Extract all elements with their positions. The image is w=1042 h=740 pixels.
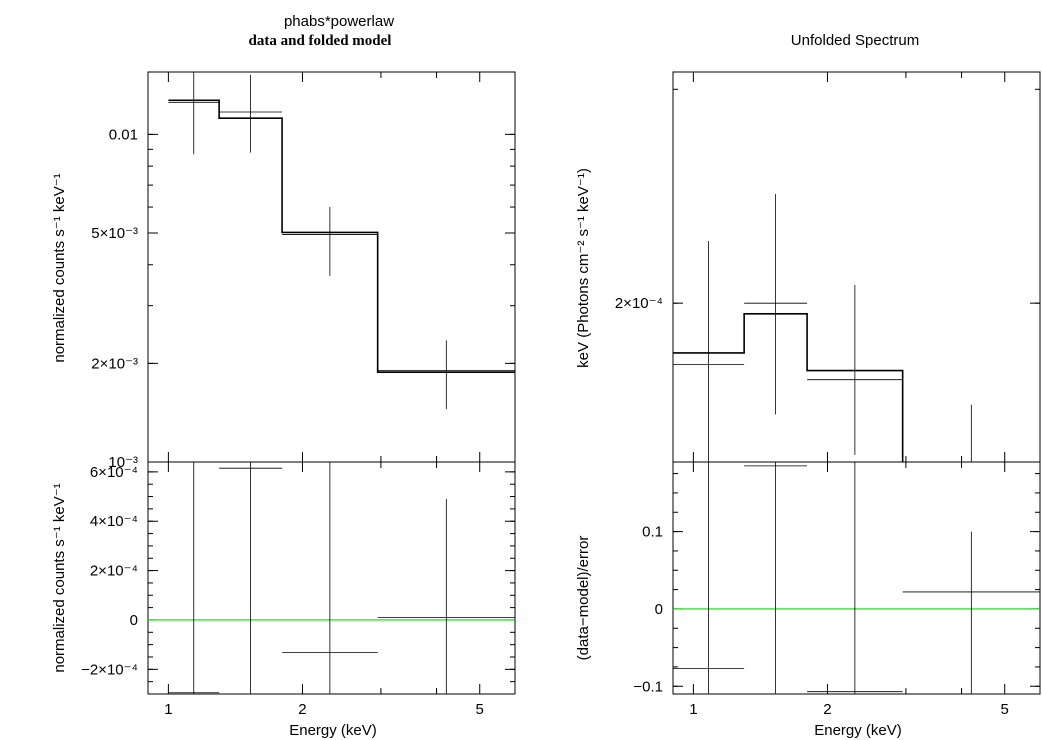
right-bottom-data-point	[902, 531, 1040, 694]
left-bottom-ylabel: normalized counts s⁻¹ keV⁻¹	[51, 483, 68, 672]
plot-panels: 0.01 5×10⁻³ 2×10⁻³ 10⁻³ 1 2 5 6×10⁻⁴ 4×10⁻⁴ 2×10⁻…	[81, 71, 1041, 718]
right-bottom-data-point	[744, 462, 808, 694]
left-top-data-point	[168, 72, 220, 155]
left-bottom-plot-area	[148, 462, 515, 694]
right-bottom-frame	[672, 461, 1041, 695]
right-top-data-point	[744, 193, 808, 415]
right-bottom-ytick-label: 0.1	[642, 524, 663, 541]
left-bottom-ytick-label: 2×10⁻⁴	[90, 563, 138, 580]
left-bottom-data-point	[219, 462, 283, 694]
right-bottom-xtick-label: 1	[689, 701, 697, 718]
right-top-ylabel: keV (Photons cm⁻² s⁻¹ keV⁻¹)	[575, 168, 592, 368]
left-bottom-ytick-label: −2×10⁻⁴	[81, 661, 138, 678]
left-top-panel: 0.01 5×10⁻³ 2×10⁻³ 10⁻³	[91, 71, 516, 471]
right-xlabel: Energy (keV)	[814, 722, 902, 739]
left-bottom-data-point	[282, 462, 378, 694]
left-bottom-data-point	[168, 462, 220, 694]
right-bottom-xtick-label: 5	[1001, 701, 1009, 718]
right-bottom-ytick-label: 0	[655, 601, 663, 618]
left-top-frame	[147, 71, 516, 463]
right-top-panel: 2×10⁻⁴	[615, 71, 1041, 463]
left-bottom-panel: 1 2 5 6×10⁻⁴ 4×10⁻⁴ 2×10⁻⁴ 0 −2×10⁻⁴	[81, 461, 516, 718]
right-bottom-ytick-label: −0.1	[633, 678, 663, 695]
right-bottom-ylabel: (data−model)/error	[575, 536, 592, 661]
right-title: Unfolded Spectrum	[791, 32, 919, 49]
left-top-ytick-label: 0.01	[109, 126, 138, 143]
right-top-frame	[672, 71, 1041, 463]
right-bottom-panel: 1 2 5 0.1 0 −0.1	[633, 461, 1041, 718]
right-bottom-data-point	[807, 462, 903, 694]
left-bottom-frame	[147, 461, 516, 695]
left-subtitle: data and folded model	[249, 33, 392, 49]
left-top-ylabel: normalized counts s⁻¹ keV⁻¹	[51, 173, 68, 362]
left-bottom-xtick-label: 5	[476, 701, 484, 718]
right-bottom-plot-area	[673, 462, 1040, 694]
left-top-model-line	[168, 99, 515, 373]
left-bottom-ytick-label: 6×10⁻⁴	[90, 464, 138, 481]
left-top-ytick-label: 2×10⁻³	[91, 355, 138, 372]
right-top-data-point	[673, 241, 745, 462]
left-title: phabs*powerlaw	[284, 13, 394, 30]
left-top-data-point	[282, 207, 378, 276]
left-top-data-point	[219, 74, 283, 153]
left-top-plot-area	[168, 72, 515, 410]
left-bottom-ytick-label: 4×10⁻⁴	[90, 513, 138, 530]
left-bottom-xtick-label: 2	[298, 701, 306, 718]
left-top-data-point	[377, 340, 515, 410]
left-bottom-xtick-label: 1	[164, 701, 172, 718]
right-top-plot-area	[673, 193, 1040, 462]
right-top-ytick-label: 2×10⁻⁴	[615, 295, 663, 312]
right-bottom-xtick-label: 2	[823, 701, 831, 718]
left-xlabel: Energy (keV)	[289, 722, 377, 739]
left-bottom-data-point	[377, 499, 515, 694]
right-bottom-data-point	[673, 462, 745, 694]
left-top-ytick-label: 10⁻³	[108, 454, 138, 471]
right-top-data-point	[902, 404, 1040, 462]
left-top-ytick-label: 5×10⁻³	[91, 225, 138, 242]
right-top-model-line	[673, 313, 904, 462]
left-bottom-ytick-label: 0	[130, 612, 138, 629]
